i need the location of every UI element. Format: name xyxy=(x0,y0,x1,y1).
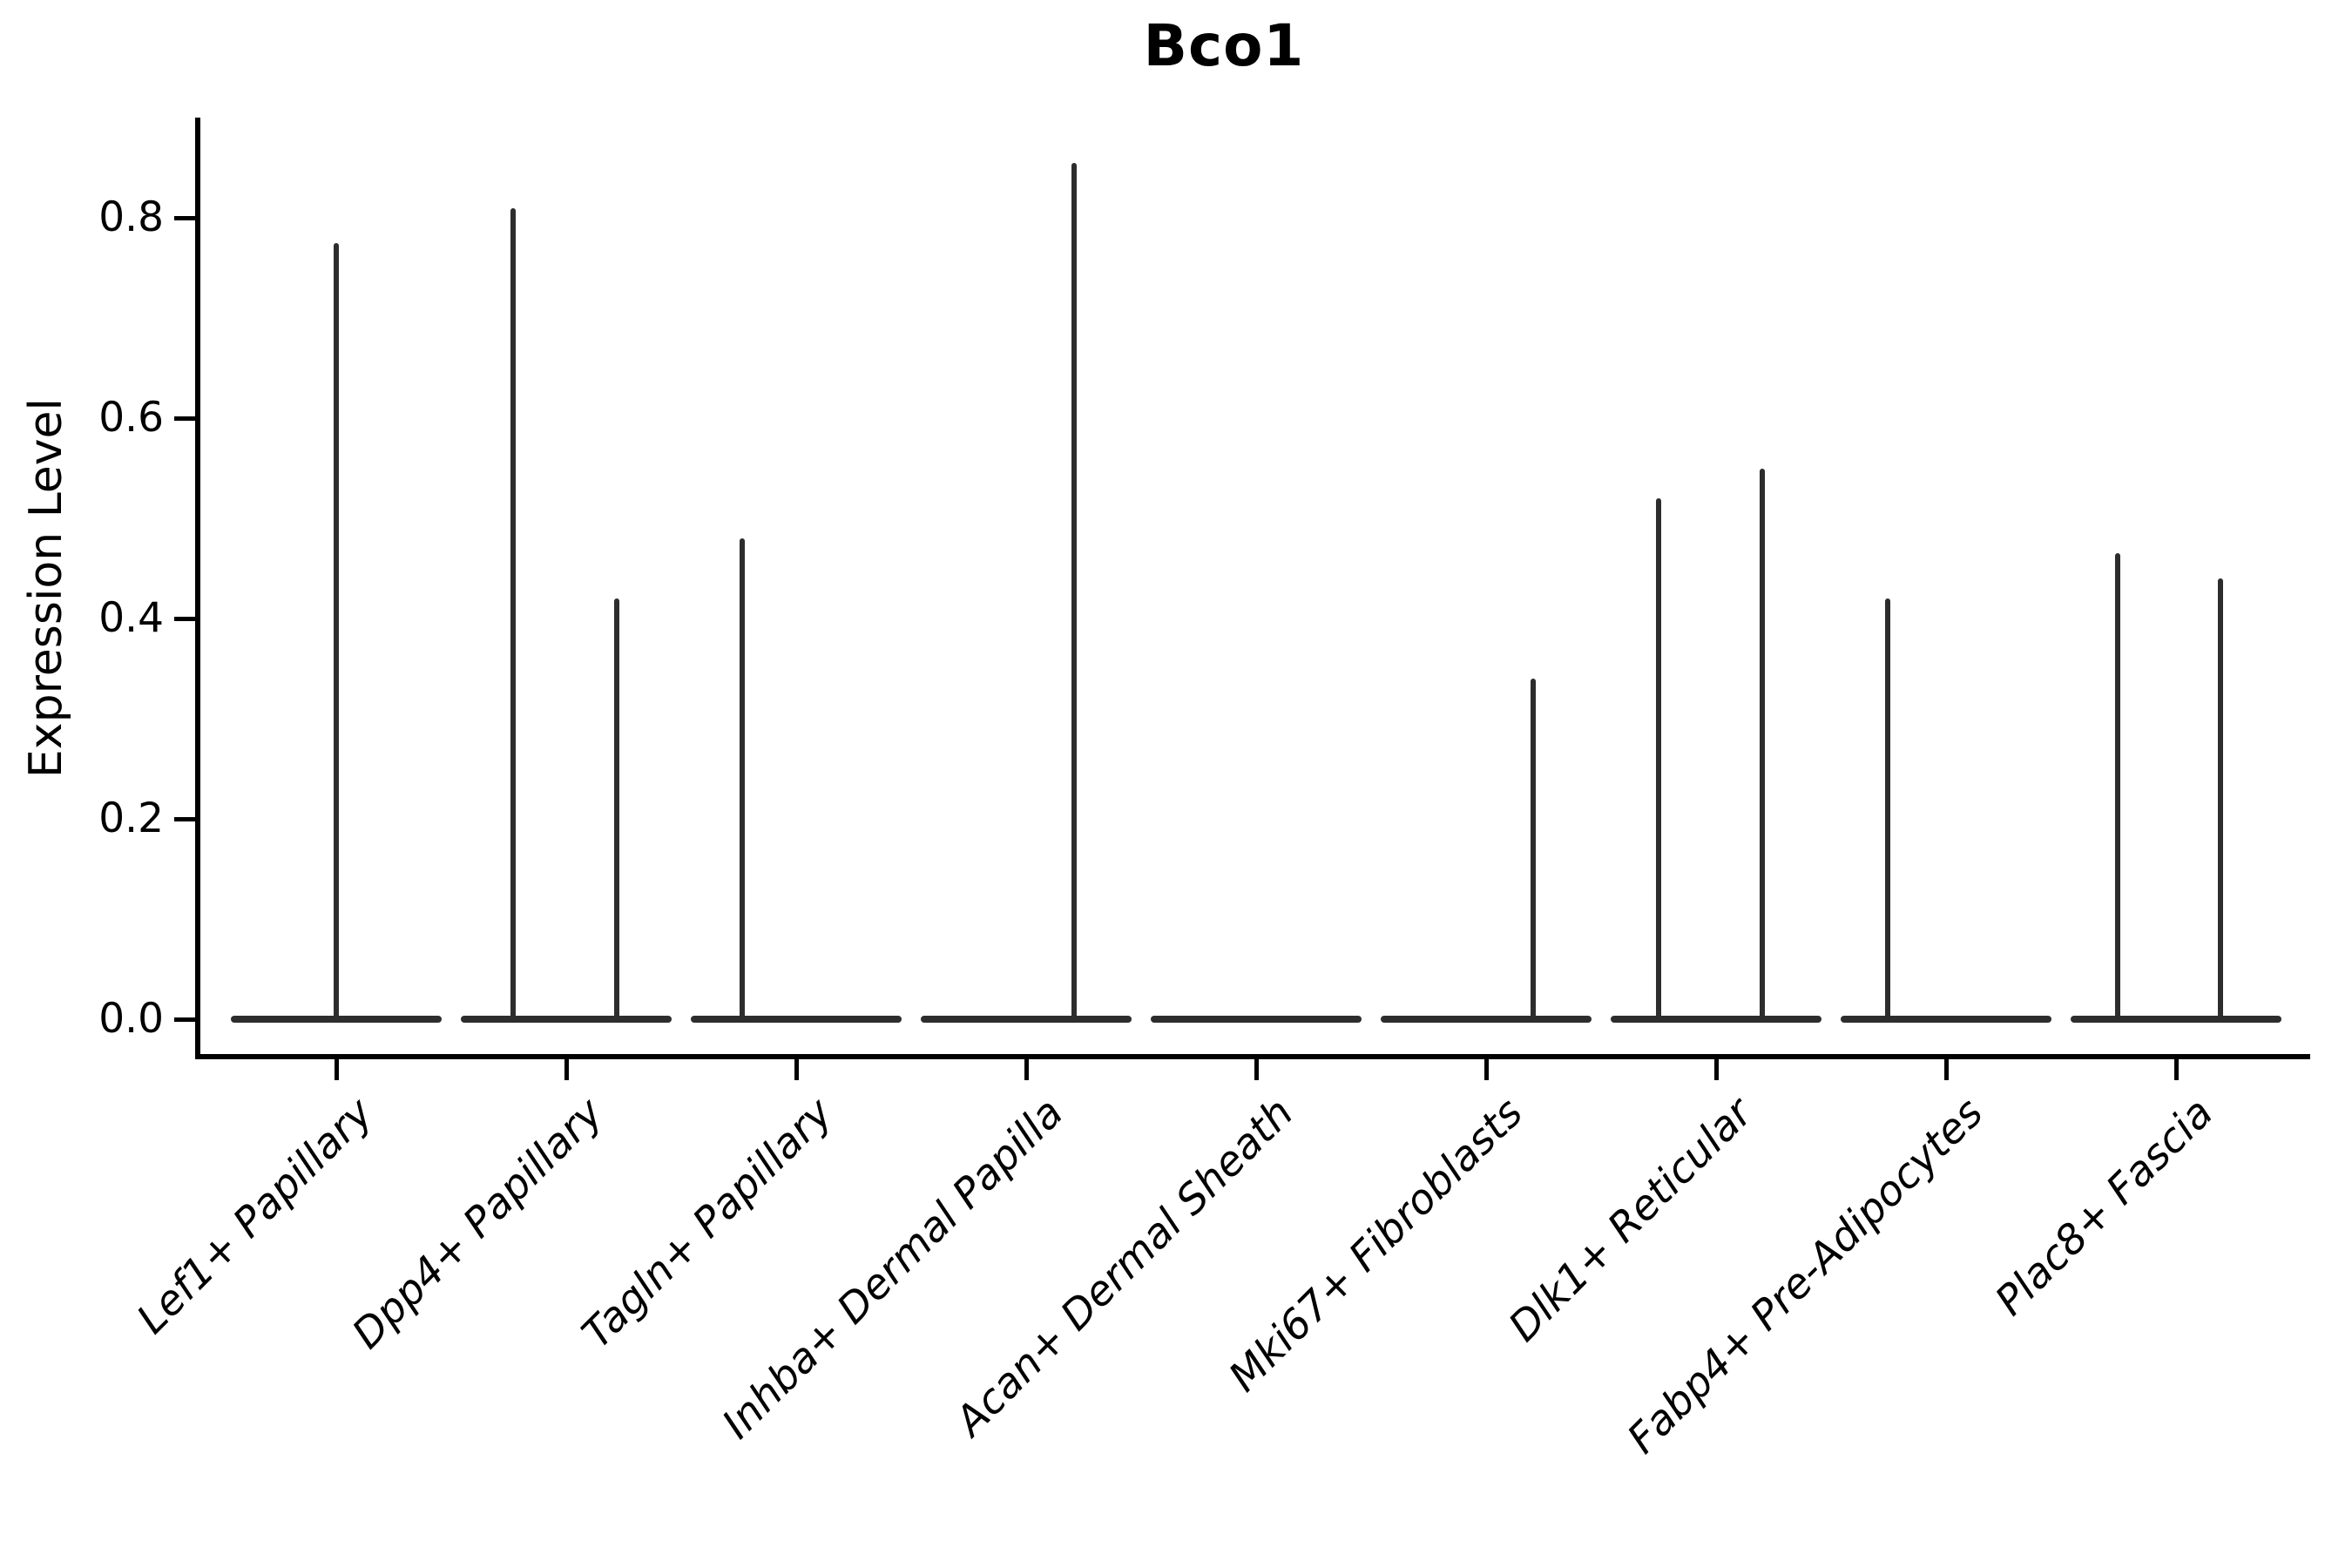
x-tick xyxy=(1024,1059,1029,1080)
violin-spike xyxy=(2115,553,2120,1023)
x-tick xyxy=(1943,1059,1949,1080)
violin-spike xyxy=(614,598,619,1023)
violin-baseline xyxy=(2071,1016,2281,1023)
y-tick-label: 0.8 xyxy=(98,193,164,241)
x-tick-label-text: Dpp4+ Papillary xyxy=(342,1089,612,1359)
violin-baseline xyxy=(1381,1016,1592,1023)
violin-spike xyxy=(1760,468,1765,1023)
x-tick-label-text: Lef1+ Papillary xyxy=(127,1089,382,1344)
x-tick xyxy=(1713,1059,1719,1080)
violin-spike xyxy=(740,538,745,1023)
y-tick xyxy=(174,416,195,421)
violin-baseline xyxy=(921,1016,1132,1023)
x-tick-label-text: Tagln+ Papillary xyxy=(573,1089,842,1358)
violin-spike xyxy=(1531,679,1536,1023)
violin-spike xyxy=(334,242,339,1023)
x-tick xyxy=(2173,1059,2179,1080)
violin-baseline xyxy=(461,1016,672,1023)
violin-baseline xyxy=(1611,1016,1821,1023)
y-tick-label: 0.6 xyxy=(98,394,164,442)
violin-spike xyxy=(2218,578,2223,1023)
x-tick-label-text: Plac8+ Fascia xyxy=(1985,1089,2222,1326)
y-tick-label: 0.4 xyxy=(98,594,164,642)
violin-baseline xyxy=(1151,1016,1362,1023)
x-tick xyxy=(564,1059,569,1080)
violin-spike xyxy=(1656,498,1661,1023)
y-axis-label: Expression Level xyxy=(20,398,72,779)
y-tick xyxy=(174,215,195,220)
x-tick xyxy=(1254,1059,1259,1080)
x-tick xyxy=(334,1059,339,1080)
x-tick xyxy=(1484,1059,1489,1080)
x-tick xyxy=(794,1059,799,1080)
chart-title: Bco1 xyxy=(1143,12,1305,79)
x-tick-label-text: Dlk1+ Reticular xyxy=(1499,1089,1762,1351)
y-tick-label: 0.0 xyxy=(98,995,164,1043)
violin-spike xyxy=(1885,598,1890,1023)
y-tick xyxy=(174,816,195,821)
violin-baseline xyxy=(1841,1016,2051,1023)
x-axis-spine xyxy=(195,1054,2310,1059)
y-tick-label: 0.2 xyxy=(98,794,164,842)
y-tick xyxy=(174,1017,195,1022)
y-axis-spine xyxy=(195,118,200,1059)
violin-spike xyxy=(510,207,516,1023)
violin-baseline xyxy=(691,1016,902,1023)
y-tick xyxy=(174,616,195,621)
violin-spike xyxy=(1071,162,1077,1023)
